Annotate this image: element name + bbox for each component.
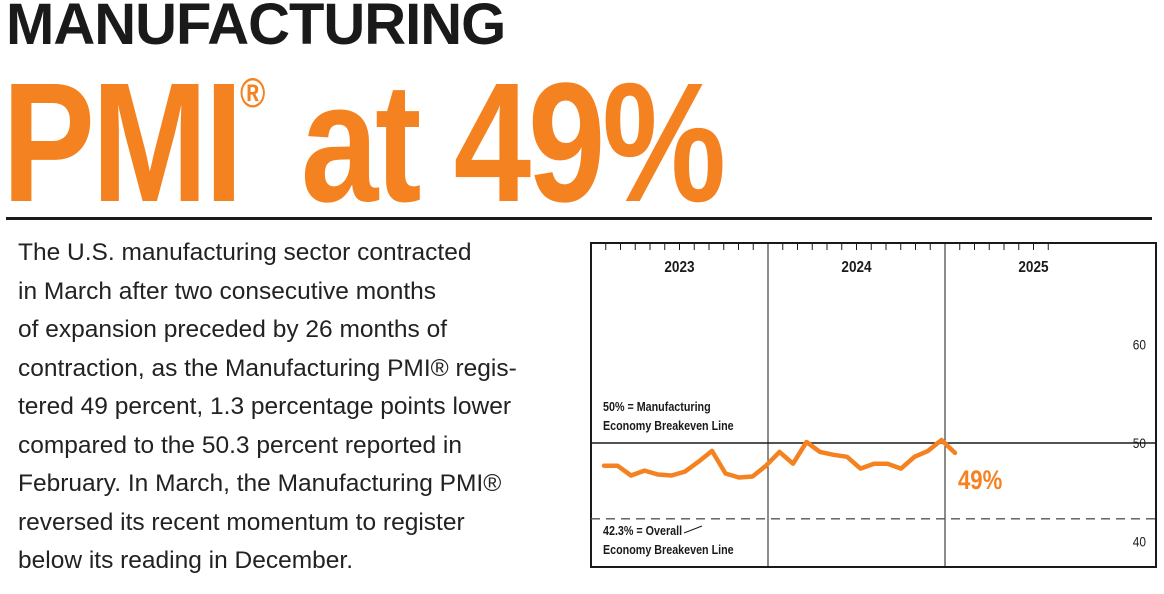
y-tick-label: 60: [1133, 337, 1146, 353]
body-text: The U.S. manufacturing sector contracted…: [18, 234, 578, 581]
headline-pmi: PMI: [2, 48, 243, 238]
year-label: 2025: [1018, 259, 1048, 276]
headline-line2: PMI® at 49%: [2, 58, 726, 228]
breakeven-42-label-line2: Economy Breakeven Line: [603, 543, 734, 557]
chart-frame: [590, 242, 1157, 568]
registered-mark: ®: [239, 69, 266, 116]
body-line: below its reading in December.: [18, 547, 354, 574]
breakeven-50-label-line2: Economy Breakeven Line: [603, 419, 734, 433]
breakeven-42-leader: [683, 525, 703, 534]
pmi-series-line: [601, 437, 958, 480]
body-line: in March after two consecutive months: [18, 277, 437, 305]
year-label: 2024: [841, 259, 872, 276]
breakeven-42-label-line1: 42.3% = Overall: [603, 524, 682, 538]
body-line: compared to the 50.3 percent reported in: [18, 431, 463, 459]
body-line: of expansion preceded by 26 months of: [18, 316, 448, 343]
body-line: reversed its recent momentum to register: [18, 508, 465, 536]
body-line: The U.S. manufacturing sector contracted: [18, 239, 472, 266]
breakeven-50-label-line1: 50% = Manufacturing: [603, 400, 711, 414]
headline-line1: MANUFACTURING: [6, 0, 506, 57]
year-label: 2023: [664, 259, 694, 276]
headline-rule: [6, 217, 1152, 220]
headline-value: at 49%: [265, 48, 726, 238]
end-value-label: 49%: [958, 466, 1002, 496]
body-line: tered 49 percent, 1.3 percentage points …: [18, 393, 512, 420]
body-line: contraction, as the Manufacturing PMI® r…: [18, 354, 517, 382]
body-line: February. In March, the Manufacturing PM…: [18, 470, 502, 497]
y-tick-label: 40: [1133, 534, 1146, 550]
